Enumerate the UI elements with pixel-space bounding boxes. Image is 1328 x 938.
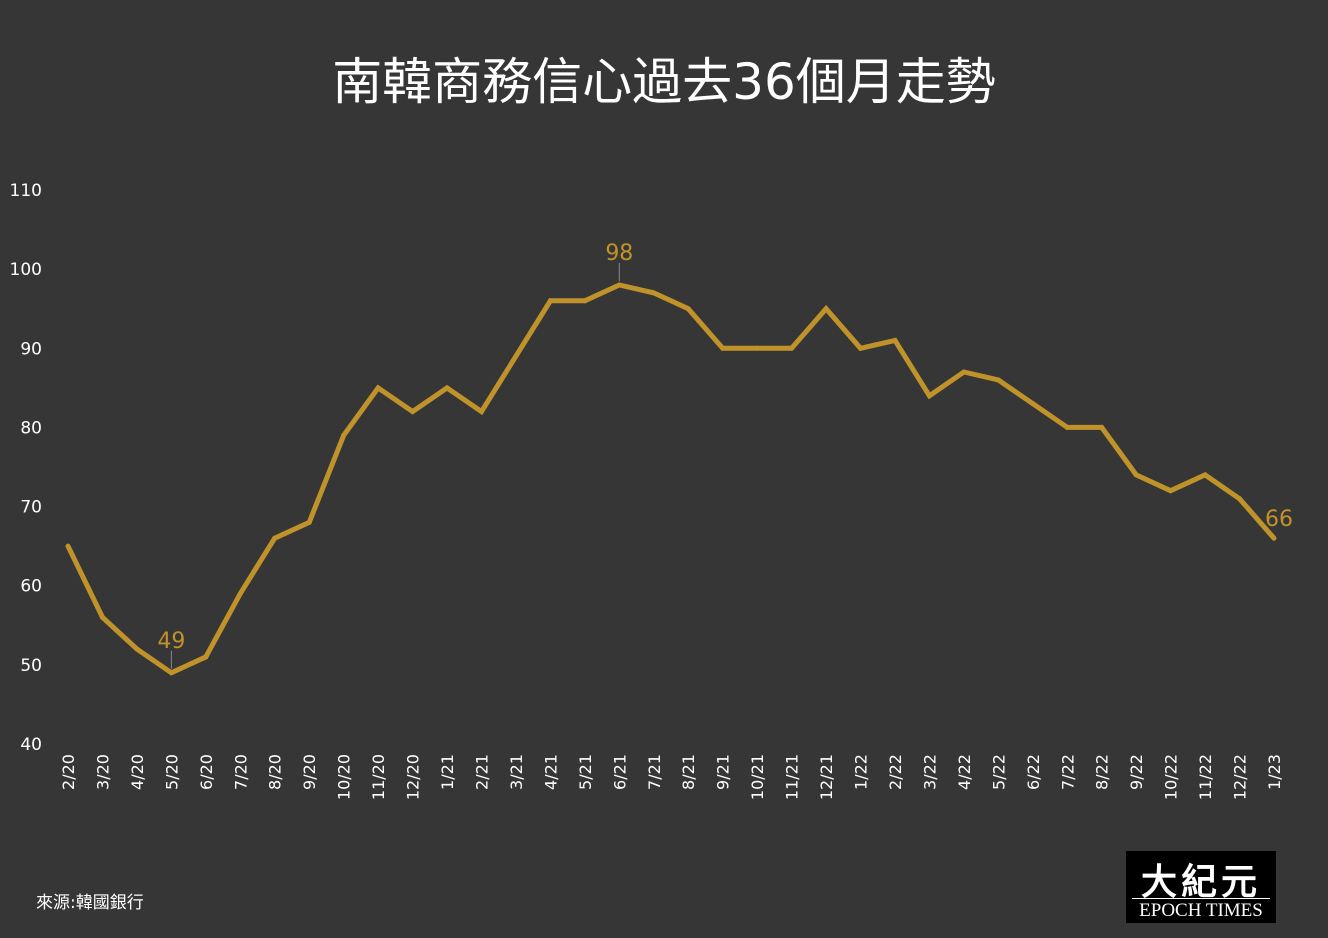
data-point bbox=[823, 306, 829, 312]
data-point bbox=[1168, 488, 1174, 494]
x-tick-label: 10/20 bbox=[335, 754, 354, 800]
x-tick-label: 2/21 bbox=[472, 754, 491, 790]
data-point bbox=[789, 345, 795, 351]
x-tick-label: 4/21 bbox=[541, 754, 560, 790]
x-tick-label: 4/20 bbox=[128, 754, 147, 790]
x-tick-label: 12/22 bbox=[1231, 754, 1250, 800]
data-point bbox=[1237, 496, 1243, 502]
data-point bbox=[410, 409, 416, 415]
data-point bbox=[306, 519, 312, 525]
x-tick-label: 7/21 bbox=[645, 754, 664, 790]
data-point bbox=[961, 369, 967, 375]
x-tick-label: 5/20 bbox=[162, 754, 181, 790]
data-point bbox=[375, 385, 381, 391]
source-note: 來源:韓國銀行 bbox=[36, 893, 144, 913]
data-point bbox=[926, 393, 932, 399]
data-point bbox=[1099, 424, 1105, 430]
x-tick-label: 10/21 bbox=[748, 754, 767, 800]
data-point bbox=[444, 385, 450, 391]
data-point bbox=[341, 432, 347, 438]
x-tick-label: 1/21 bbox=[438, 754, 457, 790]
x-tick-label: 11/22 bbox=[1196, 754, 1215, 800]
data-point bbox=[272, 535, 278, 541]
x-tick-label: 3/20 bbox=[93, 754, 112, 790]
x-tick-label: 8/20 bbox=[266, 754, 285, 790]
x-tick-label: 8/21 bbox=[679, 754, 698, 790]
data-point bbox=[651, 290, 657, 296]
x-tick-label: 4/22 bbox=[955, 754, 974, 790]
y-tick-label: 60 bbox=[20, 577, 42, 597]
data-point bbox=[616, 282, 622, 288]
data-point bbox=[1202, 472, 1208, 478]
data-point bbox=[995, 377, 1001, 383]
data-point bbox=[134, 646, 140, 652]
logo-divider bbox=[1132, 898, 1270, 899]
x-tick-label: 8/22 bbox=[1093, 754, 1112, 790]
y-axis: 40 50 60 70 80 90 100 110 bbox=[10, 181, 42, 755]
x-tick-label: 1/22 bbox=[852, 754, 871, 790]
data-point bbox=[1030, 401, 1036, 407]
series-group bbox=[65, 282, 1277, 676]
data-point bbox=[720, 345, 726, 351]
x-tick-label: 5/22 bbox=[989, 754, 1008, 790]
annotation-label: 98 bbox=[605, 241, 633, 266]
x-tick-label: 9/20 bbox=[300, 754, 319, 790]
series-line bbox=[65, 282, 1276, 676]
x-tick-label: 11/21 bbox=[783, 754, 802, 800]
data-point bbox=[754, 345, 760, 351]
x-tick-label: 1/23 bbox=[1265, 754, 1284, 790]
x-tick-label: 12/21 bbox=[817, 754, 836, 800]
x-tick-label: 9/21 bbox=[714, 754, 733, 790]
x-tick-label: 7/22 bbox=[1058, 754, 1077, 790]
data-point bbox=[99, 614, 105, 620]
x-axis: 2/20 3/20 4/20 5/20 6/20 7/20 8/20 9/20 10/20 11/… bbox=[59, 754, 1284, 800]
annotation-label: 49 bbox=[157, 629, 185, 654]
data-point bbox=[65, 543, 71, 549]
chart-title: 南韓商務信心過去36個月走勢 bbox=[332, 53, 996, 111]
x-tick-label: 3/22 bbox=[920, 754, 939, 790]
logo-english-text: EPOCH TIMES bbox=[1139, 900, 1263, 921]
x-tick-label: 2/20 bbox=[59, 754, 78, 790]
x-tick-label: 12/20 bbox=[404, 754, 423, 800]
data-point bbox=[203, 654, 209, 660]
data-point bbox=[168, 670, 174, 676]
data-point bbox=[478, 409, 484, 415]
x-tick-label: 5/21 bbox=[576, 754, 595, 790]
y-tick-label: 110 bbox=[10, 181, 42, 201]
x-tick-label: 6/20 bbox=[197, 754, 216, 790]
epoch-times-logo: 大紀元 EPOCH TIMES bbox=[1126, 851, 1276, 923]
x-tick-label: 11/20 bbox=[369, 754, 388, 800]
y-tick-label: 70 bbox=[20, 498, 42, 518]
x-tick-label: 10/22 bbox=[1162, 754, 1181, 800]
x-tick-label: 7/20 bbox=[231, 754, 250, 790]
data-point bbox=[237, 591, 243, 597]
x-tick-label: 6/21 bbox=[610, 754, 629, 790]
y-tick-label: 50 bbox=[20, 656, 42, 676]
x-tick-label: 2/22 bbox=[886, 754, 905, 790]
data-point bbox=[1133, 472, 1139, 478]
data-point bbox=[685, 306, 691, 312]
y-tick-label: 90 bbox=[20, 339, 42, 359]
x-tick-label: 3/21 bbox=[507, 754, 526, 790]
annotation-markers bbox=[170, 262, 620, 669]
y-tick-label: 100 bbox=[10, 260, 42, 280]
data-point bbox=[582, 298, 588, 304]
x-tick-label: 6/22 bbox=[1024, 754, 1043, 790]
data-point bbox=[547, 298, 553, 304]
annotation-label: 66 bbox=[1265, 507, 1293, 532]
data-point bbox=[1271, 535, 1277, 541]
data-point bbox=[1064, 424, 1070, 430]
annotation-labels: 49 98 66 bbox=[157, 241, 1293, 654]
logo-chinese-text: 大紀元 bbox=[1140, 861, 1261, 903]
data-point bbox=[858, 345, 864, 351]
data-point bbox=[513, 353, 519, 359]
data-point bbox=[892, 337, 898, 343]
y-tick-label: 80 bbox=[20, 418, 42, 438]
y-tick-label: 40 bbox=[20, 735, 42, 755]
x-tick-label: 9/22 bbox=[1127, 754, 1146, 790]
